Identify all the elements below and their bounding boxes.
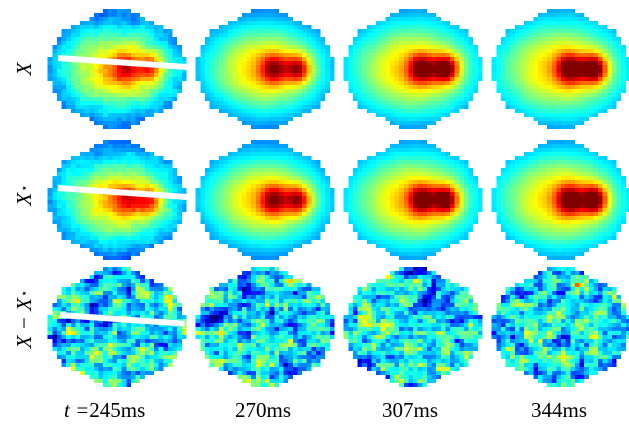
heatmap-panel-r3-c2	[191, 263, 339, 391]
time-label-307: 307ms	[382, 398, 439, 422]
heatmap-panel-r2-c2	[191, 136, 339, 264]
time-label-344: 344ms	[531, 398, 588, 422]
heatmap-panel-r1-c2	[191, 5, 339, 133]
heatmap-panel-r3-c4	[487, 263, 629, 391]
heatmap-panel-r3-c1	[43, 263, 191, 391]
row-label-x: X	[11, 62, 36, 76]
time-label-245: t =245ms	[64, 398, 146, 422]
heatmap-panel-r2-c3	[339, 136, 487, 264]
row-label-x-minus-x-star: X − X ⋆	[11, 289, 36, 349]
heatmap-panel-r2-c1	[43, 136, 191, 264]
time-label-270: 270ms	[235, 398, 292, 422]
heatmap-panel-r1-c1	[43, 5, 191, 133]
heatmap-panel-r1-c3	[339, 5, 487, 133]
heatmap-panel-r2-c4	[487, 136, 629, 264]
heatmap-panel-r3-c3	[339, 263, 487, 391]
row-label-x-star: X ⋆	[11, 184, 36, 206]
heatmap-panel-r1-c4	[487, 5, 629, 133]
